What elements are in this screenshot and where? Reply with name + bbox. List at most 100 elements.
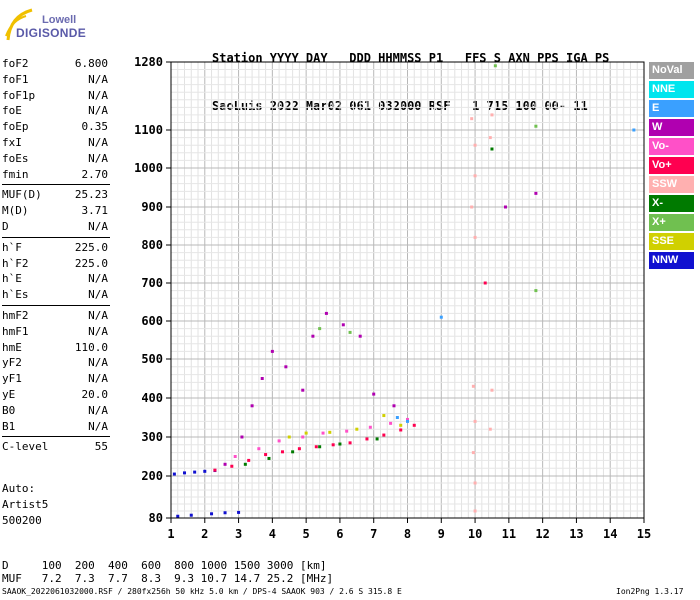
x-tick-label: 1 bbox=[167, 527, 174, 541]
echo-point bbox=[399, 428, 403, 432]
param-row: h`F 225.0 bbox=[2, 240, 110, 256]
param-row: MUF(D) 25.23 bbox=[2, 187, 110, 203]
param-row: h`F2 225.0 bbox=[2, 256, 110, 272]
x-tick-label: 15 bbox=[637, 527, 651, 541]
y-tick-label: 300 bbox=[141, 430, 163, 444]
param-value: N/A bbox=[88, 135, 108, 149]
echo-point bbox=[324, 311, 328, 315]
echo-point bbox=[280, 450, 284, 454]
echo-point bbox=[358, 334, 362, 338]
echo-point bbox=[183, 471, 187, 475]
param-key: B1 bbox=[2, 419, 16, 433]
param-key: foF1 bbox=[2, 72, 29, 86]
param-row: foEp 0.35 bbox=[2, 119, 110, 135]
echo-point bbox=[240, 435, 244, 439]
echo-point bbox=[260, 377, 264, 380]
legend-item-e: E bbox=[649, 100, 694, 117]
param-row: hmE 110.0 bbox=[2, 340, 110, 356]
param-key: foEp bbox=[2, 120, 29, 134]
trace-x bbox=[318, 64, 538, 334]
echo-point bbox=[318, 445, 322, 449]
param-row: h`Es N/A bbox=[2, 287, 110, 303]
autoscaling-note: Auto: Artist5 500200 bbox=[2, 481, 48, 529]
echo-point bbox=[372, 392, 376, 396]
param-row: h`E N/A bbox=[2, 271, 110, 287]
logo-line1: Lowell bbox=[42, 14, 77, 26]
logo-line2: DIGISONDE bbox=[16, 26, 87, 40]
legend-item-sse: SSE bbox=[649, 233, 694, 250]
param-value: 6.800 bbox=[74, 57, 108, 70]
echo-point bbox=[632, 128, 636, 132]
echo-point bbox=[392, 404, 396, 408]
param-value: 225.0 bbox=[74, 240, 108, 254]
param-value: N/A bbox=[88, 72, 108, 86]
param-key: foF2 bbox=[2, 57, 29, 70]
param-key: yF1 bbox=[2, 372, 22, 386]
trace-x bbox=[243, 147, 494, 466]
x-tick-label: 11 bbox=[502, 527, 516, 541]
y-tick-label: 800 bbox=[141, 238, 163, 252]
echo-point bbox=[348, 330, 352, 334]
trace-sse bbox=[287, 414, 403, 439]
y-tick-label: 900 bbox=[141, 200, 163, 214]
param-key: D bbox=[2, 219, 9, 233]
param-key: hmE bbox=[2, 340, 22, 354]
trace-ssw bbox=[470, 113, 494, 513]
param-row: yF1 N/A bbox=[2, 371, 110, 387]
echo-point bbox=[406, 419, 409, 423]
echo-point bbox=[257, 447, 261, 451]
echo-point bbox=[382, 414, 386, 418]
echo-point bbox=[483, 281, 487, 285]
echo-point bbox=[488, 136, 492, 140]
param-key: fxI bbox=[2, 135, 22, 149]
param-row: foEs N/A bbox=[2, 151, 110, 167]
echo-point bbox=[473, 143, 477, 147]
param-row: hmF1 N/A bbox=[2, 324, 110, 340]
param-row: B0 N/A bbox=[2, 403, 110, 419]
autoscaling-line2: Artist5 bbox=[2, 498, 49, 511]
echo-point bbox=[348, 441, 352, 445]
echo-point bbox=[365, 437, 369, 441]
echo-point bbox=[338, 442, 342, 446]
param-value: 0.35 bbox=[81, 120, 109, 134]
param-key: hmF1 bbox=[2, 324, 29, 338]
echo-point bbox=[223, 462, 227, 466]
param-separator bbox=[2, 184, 110, 186]
legend-item-noval: NoVal bbox=[649, 62, 694, 79]
x-tick-label: 13 bbox=[569, 527, 583, 541]
legend-item-w: W bbox=[649, 119, 694, 136]
echo-point bbox=[193, 470, 197, 474]
param-row: D N/A bbox=[2, 219, 110, 235]
y-tick-label: 500 bbox=[141, 352, 163, 366]
echo-point bbox=[395, 416, 399, 419]
param-key: M(D) bbox=[2, 204, 29, 218]
y-tick-label: 400 bbox=[141, 391, 163, 405]
echo-point bbox=[287, 435, 291, 439]
echo-point bbox=[493, 64, 497, 68]
param-value: 25.23 bbox=[74, 188, 108, 202]
param-row: C-level 55 bbox=[2, 439, 110, 455]
echo-point bbox=[355, 427, 359, 431]
param-row: foF1p N/A bbox=[2, 88, 110, 104]
param-key: foE bbox=[2, 104, 22, 118]
param-value: N/A bbox=[88, 288, 108, 302]
echo-point bbox=[534, 124, 538, 128]
param-separator bbox=[2, 436, 110, 438]
param-value: N/A bbox=[88, 219, 108, 233]
x-tick-label: 10 bbox=[468, 527, 482, 541]
param-value: N/A bbox=[88, 151, 108, 165]
echo-point bbox=[291, 450, 295, 454]
param-row: foF1 N/A bbox=[2, 72, 110, 88]
param-value: 225.0 bbox=[74, 256, 108, 270]
echo-point bbox=[270, 349, 274, 353]
param-value: 2.70 bbox=[81, 167, 109, 181]
param-row: yE 20.0 bbox=[2, 387, 110, 403]
param-row: foE N/A bbox=[2, 103, 110, 119]
x-axis-ticks: 1 2 3 4 5 6 7 8 9 10 11 12 13 14 15 bbox=[167, 518, 651, 541]
param-value: N/A bbox=[88, 403, 108, 417]
param-value: N/A bbox=[88, 308, 108, 322]
param-separator bbox=[2, 236, 110, 238]
param-value: N/A bbox=[88, 372, 108, 386]
x-tick-label: 12 bbox=[535, 527, 549, 541]
